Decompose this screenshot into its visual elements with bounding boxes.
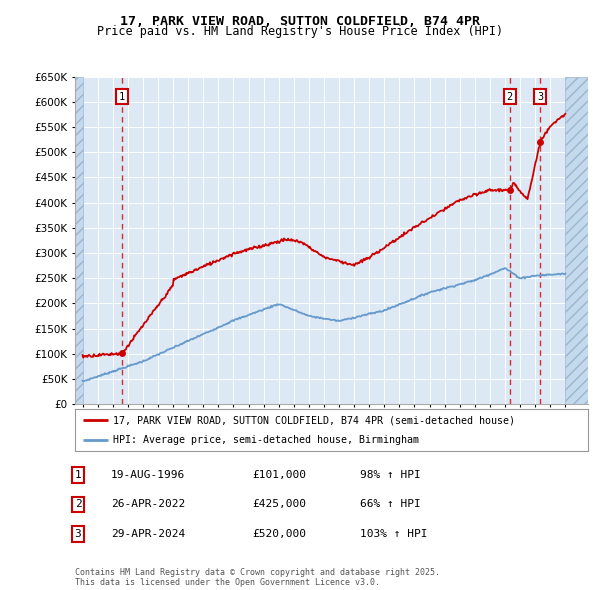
- Text: Price paid vs. HM Land Registry's House Price Index (HPI): Price paid vs. HM Land Registry's House …: [97, 25, 503, 38]
- Text: 26-APR-2022: 26-APR-2022: [111, 500, 185, 509]
- Text: 17, PARK VIEW ROAD, SUTTON COLDFIELD, B74 4PR (semi-detached house): 17, PARK VIEW ROAD, SUTTON COLDFIELD, B7…: [113, 415, 515, 425]
- Bar: [565, 77, 588, 404]
- Text: 98% ↑ HPI: 98% ↑ HPI: [360, 470, 421, 480]
- Text: 1: 1: [119, 92, 125, 102]
- Text: Contains HM Land Registry data © Crown copyright and database right 2025.
This d: Contains HM Land Registry data © Crown c…: [75, 568, 440, 587]
- Text: 19-AUG-1996: 19-AUG-1996: [111, 470, 185, 480]
- Text: 2: 2: [507, 92, 513, 102]
- Text: 2: 2: [74, 500, 82, 509]
- Text: 17, PARK VIEW ROAD, SUTTON COLDFIELD, B74 4PR: 17, PARK VIEW ROAD, SUTTON COLDFIELD, B7…: [120, 15, 480, 28]
- Text: 29-APR-2024: 29-APR-2024: [111, 529, 185, 539]
- Text: 3: 3: [537, 92, 543, 102]
- Text: 103% ↑ HPI: 103% ↑ HPI: [360, 529, 427, 539]
- Text: £101,000: £101,000: [252, 470, 306, 480]
- Text: £520,000: £520,000: [252, 529, 306, 539]
- Text: £425,000: £425,000: [252, 500, 306, 509]
- Text: HPI: Average price, semi-detached house, Birmingham: HPI: Average price, semi-detached house,…: [113, 435, 419, 445]
- Text: 66% ↑ HPI: 66% ↑ HPI: [360, 500, 421, 509]
- Bar: [75, 77, 83, 404]
- Text: 3: 3: [74, 529, 82, 539]
- Text: 1: 1: [74, 470, 82, 480]
